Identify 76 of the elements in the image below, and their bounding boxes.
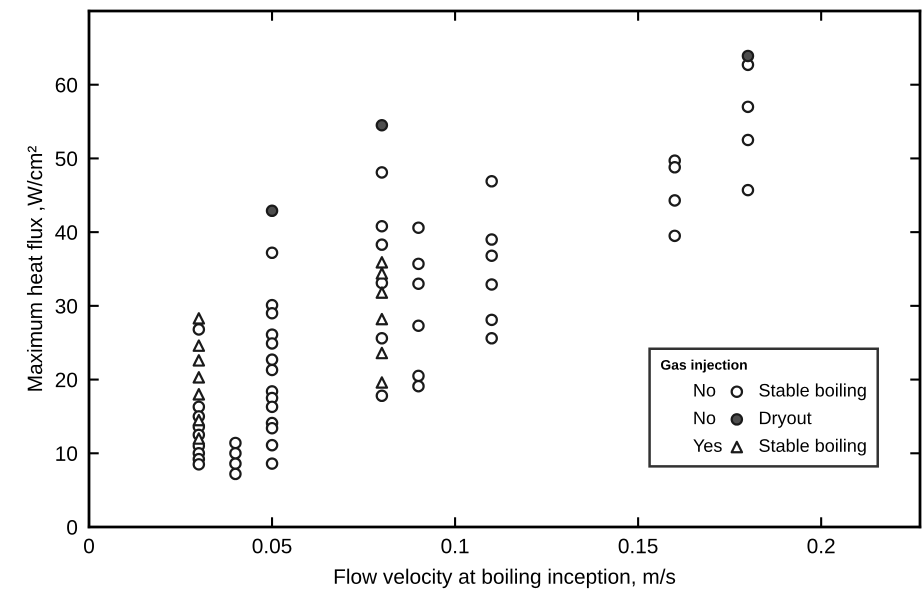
legend-label: Stable boiling	[759, 438, 866, 456]
point	[485, 175, 498, 188]
legend-title: Gas injection	[660, 360, 747, 373]
point	[266, 400, 278, 414]
point	[376, 267, 388, 280]
point	[485, 332, 498, 345]
point	[376, 220, 388, 233]
point	[742, 50, 754, 62]
x-axis-title: Flow velocity at boiling inception, m/s	[334, 568, 676, 588]
y-tick-label: 0	[67, 520, 78, 535]
point	[266, 306, 278, 320]
point	[192, 312, 206, 325]
y-axis-title: Maximum heat flux ,W/cm²	[26, 146, 45, 391]
point	[485, 278, 498, 291]
annotation: No	[694, 412, 716, 424]
point	[412, 320, 425, 332]
point	[229, 468, 242, 480]
point	[192, 339, 206, 352]
point	[229, 447, 242, 460]
y-tick-label: 50	[56, 151, 78, 166]
y-tick-label: 40	[55, 225, 78, 240]
point	[742, 100, 754, 114]
point	[266, 438, 278, 452]
point	[485, 314, 498, 326]
point	[412, 221, 425, 234]
point	[376, 166, 388, 179]
point	[266, 353, 278, 366]
point	[266, 337, 278, 350]
point	[266, 457, 278, 470]
point	[266, 364, 278, 376]
x-tick-label: 0.2	[807, 538, 835, 554]
x-tick-label: 0	[84, 538, 94, 554]
y-tick-label: 60	[56, 78, 78, 92]
point	[376, 390, 388, 402]
annotation: Yes	[693, 439, 722, 452]
y-tick-label: 10	[56, 446, 78, 462]
y-tick-label: 30	[56, 298, 78, 314]
point	[742, 184, 754, 196]
point	[376, 312, 388, 326]
annotation: No	[694, 384, 716, 397]
x-tick-label: 0.1	[441, 538, 469, 554]
x-tick-label: 0.05	[252, 538, 292, 554]
x-tick-label: 0.15	[618, 538, 658, 554]
point	[192, 371, 206, 384]
point	[412, 370, 425, 382]
point	[376, 376, 388, 389]
point	[266, 422, 278, 434]
point	[192, 414, 206, 426]
point	[412, 380, 425, 392]
point	[376, 286, 388, 299]
legend-label: Dryout	[760, 412, 812, 428]
point	[229, 436, 242, 450]
point	[376, 118, 388, 132]
point	[192, 458, 206, 471]
point	[266, 204, 278, 218]
point	[376, 332, 388, 345]
point	[266, 246, 278, 260]
point	[192, 354, 206, 367]
legend-label: Stable boiling	[759, 383, 866, 400]
point	[668, 194, 681, 207]
point	[668, 230, 681, 242]
y-tick-label: 20	[56, 372, 78, 388]
point	[376, 256, 388, 269]
point	[192, 388, 206, 401]
point	[412, 277, 425, 290]
point	[376, 238, 388, 251]
point	[742, 134, 754, 146]
point	[668, 161, 681, 174]
point	[229, 457, 242, 470]
point	[485, 233, 498, 246]
point	[485, 249, 498, 262]
point	[412, 258, 425, 270]
point	[376, 346, 388, 360]
point	[192, 323, 206, 336]
point	[192, 432, 206, 445]
point	[192, 400, 206, 414]
